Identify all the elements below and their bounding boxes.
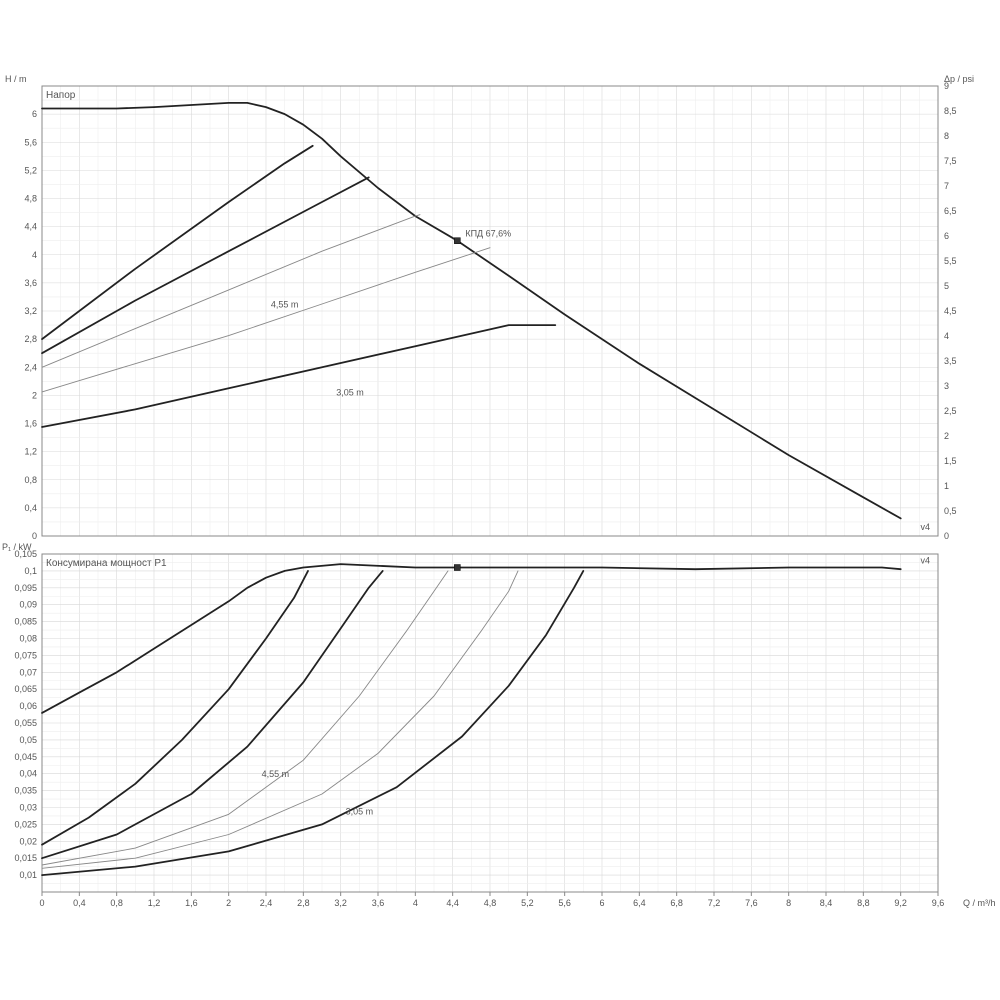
- svg-text:5: 5: [944, 281, 949, 291]
- svg-text:H / m: H / m: [5, 74, 27, 84]
- svg-text:5,6: 5,6: [558, 898, 571, 908]
- svg-text:0,8: 0,8: [110, 898, 123, 908]
- svg-text:2,4: 2,4: [24, 362, 37, 372]
- svg-text:0,095: 0,095: [14, 583, 37, 593]
- svg-text:3,6: 3,6: [372, 898, 385, 908]
- svg-text:4,55 m: 4,55 m: [271, 299, 299, 309]
- svg-text:7,6: 7,6: [745, 898, 758, 908]
- svg-text:5,6: 5,6: [24, 137, 37, 147]
- svg-text:Δp / psi: Δp / psi: [944, 74, 974, 84]
- svg-text:5,5: 5,5: [944, 256, 957, 266]
- svg-text:0,01: 0,01: [19, 870, 37, 880]
- svg-text:Консумирана мощност P1: Консумирана мощност P1: [46, 558, 167, 569]
- svg-text:3: 3: [944, 381, 949, 391]
- svg-text:2,8: 2,8: [297, 898, 310, 908]
- svg-text:8,4: 8,4: [820, 898, 833, 908]
- svg-text:0,03: 0,03: [19, 803, 37, 813]
- svg-text:1,2: 1,2: [148, 898, 161, 908]
- svg-text:2,8: 2,8: [24, 334, 37, 344]
- svg-text:3,5: 3,5: [944, 356, 957, 366]
- svg-text:4,8: 4,8: [484, 898, 497, 908]
- svg-text:1: 1: [944, 481, 949, 491]
- svg-text:0,4: 0,4: [24, 503, 37, 513]
- chart-svg: 0 0,4 0,8 1,2 1,6 2 2,4 2,8 3,2 3,6 4 4,4 4,8 5,2 5,6 6…: [0, 0, 1000, 1000]
- svg-text:0,06: 0,06: [19, 701, 37, 711]
- svg-text:1,6: 1,6: [24, 419, 37, 429]
- svg-text:0,075: 0,075: [14, 650, 37, 660]
- svg-text:8,8: 8,8: [857, 898, 870, 908]
- svg-text:9,6: 9,6: [932, 898, 945, 908]
- svg-text:5,2: 5,2: [24, 165, 37, 175]
- svg-text:7,5: 7,5: [944, 156, 957, 166]
- svg-text:8,5: 8,5: [944, 106, 957, 116]
- svg-text:0,5: 0,5: [944, 506, 957, 516]
- svg-text:0,1: 0,1: [24, 566, 37, 576]
- svg-text:6,8: 6,8: [670, 898, 683, 908]
- svg-text:6,4: 6,4: [633, 898, 646, 908]
- svg-text:0,07: 0,07: [19, 667, 37, 677]
- svg-text:0,09: 0,09: [19, 600, 37, 610]
- svg-text:Q / m³/h: Q / m³/h: [963, 898, 996, 908]
- svg-text:4: 4: [413, 898, 418, 908]
- svg-text:3,05 m: 3,05 m: [346, 806, 374, 816]
- svg-text:6: 6: [944, 231, 949, 241]
- svg-text:2: 2: [32, 390, 37, 400]
- svg-text:8: 8: [944, 131, 949, 141]
- svg-text:4,5: 4,5: [944, 306, 957, 316]
- svg-text:7,2: 7,2: [708, 898, 721, 908]
- svg-text:0: 0: [32, 531, 37, 541]
- svg-text:6: 6: [599, 898, 604, 908]
- svg-text:8: 8: [786, 898, 791, 908]
- svg-text:0,8: 0,8: [24, 475, 37, 485]
- svg-text:0,035: 0,035: [14, 786, 37, 796]
- svg-text:Напор: Напор: [46, 90, 76, 101]
- svg-text:0,065: 0,065: [14, 684, 37, 694]
- svg-text:4,8: 4,8: [24, 194, 37, 204]
- svg-text:v4: v4: [920, 522, 930, 532]
- svg-text:3,2: 3,2: [334, 898, 347, 908]
- svg-text:0,085: 0,085: [14, 617, 37, 627]
- pump-curve-chart: 0 0,4 0,8 1,2 1,6 2 2,4 2,8 3,2 3,6 4 4,4 4,8 5,2 5,6 6…: [0, 0, 1000, 1000]
- svg-text:0,055: 0,055: [14, 718, 37, 728]
- svg-text:v4: v4: [920, 556, 930, 566]
- svg-text:0,05: 0,05: [19, 735, 37, 745]
- svg-text:2,5: 2,5: [944, 406, 957, 416]
- svg-text:2,4: 2,4: [260, 898, 273, 908]
- svg-text:4: 4: [944, 331, 949, 341]
- svg-text:7: 7: [944, 181, 949, 191]
- svg-text:0,045: 0,045: [14, 752, 37, 762]
- svg-text:5,2: 5,2: [521, 898, 534, 908]
- svg-text:0,025: 0,025: [14, 819, 37, 829]
- svg-text:3,05 m: 3,05 m: [336, 387, 364, 397]
- svg-text:4: 4: [32, 250, 37, 260]
- svg-text:4,4: 4,4: [24, 222, 37, 232]
- svg-text:P₁ / kW: P₁ / kW: [2, 542, 32, 552]
- svg-text:0,02: 0,02: [19, 836, 37, 846]
- svg-text:0: 0: [944, 531, 949, 541]
- svg-text:0,08: 0,08: [19, 634, 37, 644]
- svg-text:0: 0: [39, 898, 44, 908]
- svg-text:6,5: 6,5: [944, 206, 957, 216]
- svg-text:2: 2: [226, 898, 231, 908]
- svg-text:9,2: 9,2: [894, 898, 907, 908]
- svg-text:4,4: 4,4: [446, 898, 459, 908]
- svg-text:0,04: 0,04: [19, 769, 37, 779]
- svg-text:1,2: 1,2: [24, 447, 37, 457]
- svg-text:1,5: 1,5: [944, 456, 957, 466]
- svg-text:6: 6: [32, 109, 37, 119]
- svg-text:4,55 m: 4,55 m: [262, 769, 290, 779]
- svg-text:КПД 67,6%: КПД 67,6%: [465, 229, 511, 239]
- svg-text:3,2: 3,2: [24, 306, 37, 316]
- svg-text:0,015: 0,015: [14, 853, 37, 863]
- svg-text:1,6: 1,6: [185, 898, 198, 908]
- svg-text:0,4: 0,4: [73, 898, 86, 908]
- svg-text:2: 2: [944, 431, 949, 441]
- svg-text:3,6: 3,6: [24, 278, 37, 288]
